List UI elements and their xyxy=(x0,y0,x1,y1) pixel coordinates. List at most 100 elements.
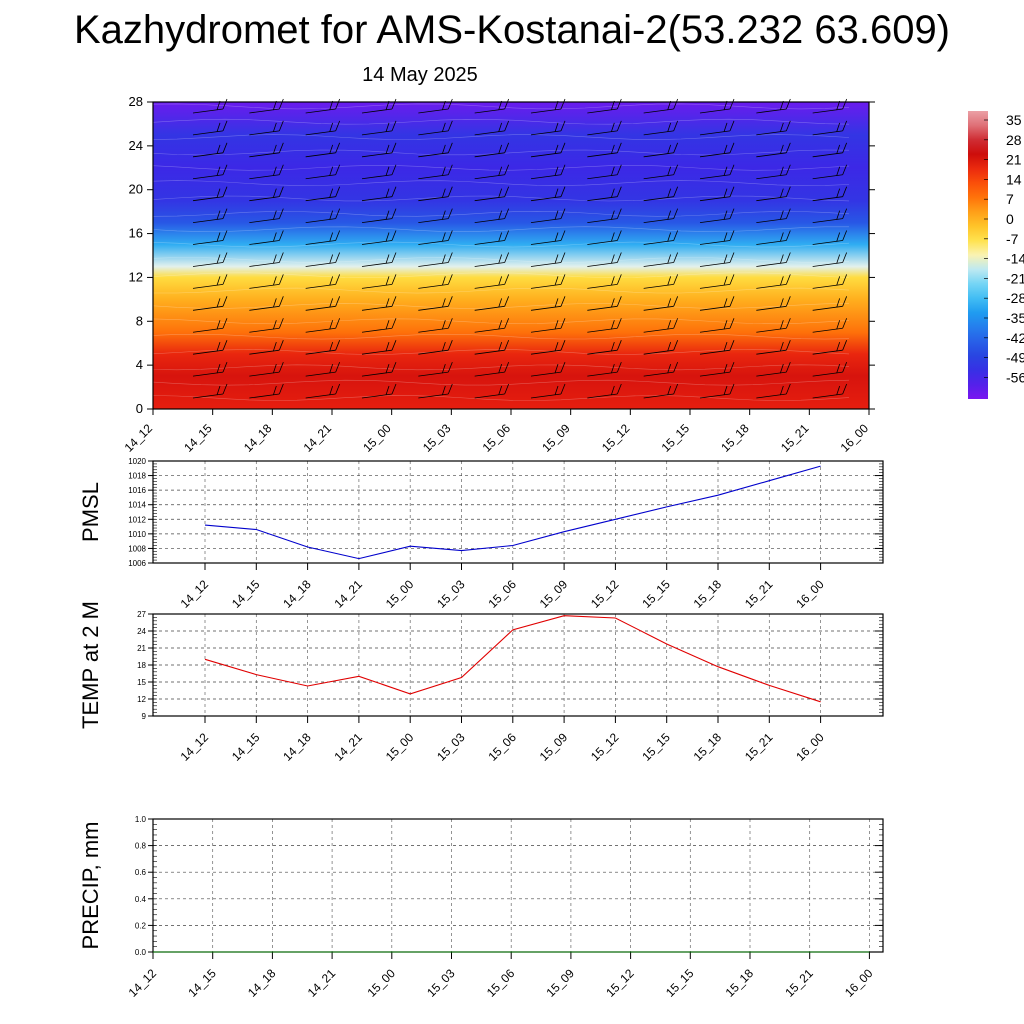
wind-barb xyxy=(699,383,735,399)
contour-line xyxy=(152,379,850,386)
wind-barb xyxy=(643,208,679,224)
wind-barb xyxy=(249,340,284,355)
x-tick-label: 15_21 xyxy=(778,421,812,455)
x-tick-label: 15_06 xyxy=(480,421,514,455)
wind-barb xyxy=(249,142,284,158)
wind-barb xyxy=(643,340,679,355)
y-tick-label: 21 xyxy=(137,644,146,653)
x-tick-label: 14_12 xyxy=(178,730,212,764)
contour-line xyxy=(152,134,850,140)
wind-barb xyxy=(812,142,848,158)
x-tick-label: 14_21 xyxy=(332,730,366,764)
y-axis-label: PMSL xyxy=(78,482,103,542)
wind-barb xyxy=(305,252,341,267)
wind-barb xyxy=(305,340,341,355)
x-tick-label: 15_15 xyxy=(639,730,673,764)
wind-barb xyxy=(192,120,228,136)
x-tick-label: 14_15 xyxy=(181,421,215,455)
wind-barb xyxy=(587,361,622,377)
y-tick-label: 0 xyxy=(136,401,143,416)
x-tick-label: 15_09 xyxy=(537,730,571,764)
colorbar-label: 0 xyxy=(1006,211,1014,227)
contour-line xyxy=(152,257,850,263)
wind-barb xyxy=(643,252,679,267)
wind-barb xyxy=(418,340,453,355)
colorbar-label: 28 xyxy=(1006,132,1022,148)
wind-barb xyxy=(643,296,679,311)
wind-barb xyxy=(418,296,453,311)
wind-barb xyxy=(643,164,679,180)
x-tick-label: 16_00 xyxy=(842,966,876,1000)
wind-barb xyxy=(474,230,510,245)
x-tick-label: 15_15 xyxy=(659,421,693,455)
y-tick-label: 24 xyxy=(129,138,143,153)
colorbar-label: -49 xyxy=(1006,350,1024,366)
panel-frame xyxy=(152,460,884,564)
wind-barb xyxy=(587,383,622,399)
wind-barb xyxy=(756,230,791,245)
wind-barb xyxy=(192,208,228,224)
x-tick-label: 15_09 xyxy=(537,577,571,611)
y-tick-label: 0.4 xyxy=(135,895,147,904)
wind-barb xyxy=(699,208,735,224)
wind-barb xyxy=(418,142,453,158)
contour-line xyxy=(152,226,849,233)
wind-barb xyxy=(249,120,284,136)
panel-frame xyxy=(152,818,884,953)
y-tick-label: 1018 xyxy=(128,472,146,481)
wind-barb xyxy=(474,208,510,224)
contour-line xyxy=(152,395,850,401)
x-tick-label: 14_18 xyxy=(280,577,314,611)
y-tick-label: 15 xyxy=(137,678,146,687)
x-tick-label: 15_00 xyxy=(360,421,394,455)
x-tick-label: 14_18 xyxy=(280,730,314,764)
wind-barb xyxy=(361,164,397,180)
y-tick-label: 0.0 xyxy=(135,948,147,957)
wind-barb xyxy=(418,252,453,267)
wind-barb xyxy=(530,230,566,245)
wind-barb xyxy=(305,383,341,399)
wind-barb xyxy=(530,318,566,333)
wind-barb xyxy=(305,142,341,158)
wind-barb xyxy=(756,296,791,311)
wind-barb xyxy=(530,383,566,399)
y-tick-label: 24 xyxy=(137,627,146,636)
wind-barb xyxy=(812,361,848,377)
wind-barb xyxy=(812,208,848,224)
x-tick-label: 15_21 xyxy=(742,577,776,611)
wind-barb xyxy=(530,164,566,180)
x-tick-label: 15_12 xyxy=(588,577,622,611)
wind-barb xyxy=(812,383,848,399)
wind-barb xyxy=(361,318,397,333)
wind-barb xyxy=(418,274,453,289)
wind-barb xyxy=(192,142,228,158)
y-tick-label: 20 xyxy=(129,182,143,197)
y-tick-label: 27 xyxy=(137,610,146,619)
x-tick-label: 15_21 xyxy=(742,730,776,764)
wind-barb xyxy=(587,296,622,311)
x-tick-label: 15_06 xyxy=(484,966,518,1000)
contour-line xyxy=(152,318,850,325)
wind-barb xyxy=(474,274,510,289)
wind-barb xyxy=(192,230,228,245)
contour-line xyxy=(152,364,850,371)
x-tick-label: 14_18 xyxy=(241,421,275,455)
wind-barb xyxy=(192,361,228,377)
x-tick-label: 15_15 xyxy=(663,966,697,1000)
chart-date: 14 May 2025 xyxy=(362,64,478,86)
wind-barb xyxy=(249,252,284,267)
wind-barb xyxy=(699,142,735,158)
y-tick-label: 1010 xyxy=(128,530,146,539)
wind-barb xyxy=(418,230,453,245)
wind-barb xyxy=(756,274,791,289)
wind-barb xyxy=(305,186,341,202)
wind-barb xyxy=(530,274,566,289)
x-tick-label: 15_00 xyxy=(383,577,417,611)
wind-barb xyxy=(305,208,341,224)
wind-barb xyxy=(812,296,848,311)
x-tick-label: 15_18 xyxy=(691,577,725,611)
wind-barb xyxy=(530,208,566,224)
contour-line xyxy=(152,210,850,217)
wind-barb xyxy=(812,120,848,136)
wind-barb xyxy=(305,296,341,311)
